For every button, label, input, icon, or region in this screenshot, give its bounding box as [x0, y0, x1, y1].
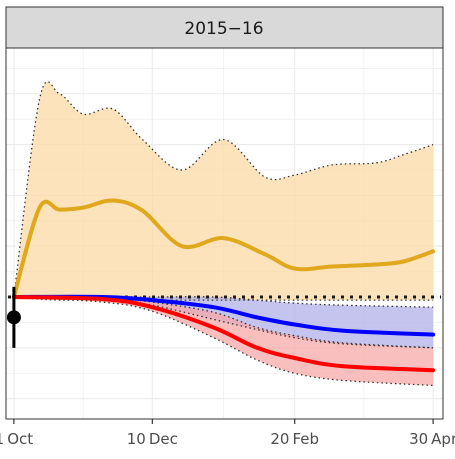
uncertainty-band-1: [13, 296, 434, 348]
facet-strip-box: [5, 6, 444, 49]
uncertainty-band-0: [13, 81, 434, 301]
x-tick-label: 1 Oct: [0, 430, 33, 448]
facet-strip-title: 2015−16: [184, 19, 263, 39]
band-lower-edge-2: [13, 296, 434, 387]
panel-border: [5, 47, 444, 420]
plot-area: [5, 47, 444, 420]
band-lower-edge-1: [13, 296, 434, 349]
band-upper-edge-2: [13, 295, 434, 349]
series-line-0: [11, 198, 436, 299]
band-edges: [13, 81, 434, 387]
band-upper-edge-1: [13, 296, 434, 308]
series-lines: [11, 198, 436, 373]
x-tick-label: 10 Dec: [127, 430, 178, 448]
facet-strip: 2015−16: [5, 6, 444, 49]
series-line-1: [11, 294, 436, 337]
series-line-2: [11, 295, 436, 373]
x-axis: 1 Oct 10 Dec 20 Feb 30 Apr: [0, 419, 455, 448]
x-tick-label: 30 Apr: [409, 430, 455, 448]
observed-point-group: [6, 286, 21, 348]
observed-point: [6, 310, 21, 325]
band-upper-edge-0: [13, 81, 434, 298]
x-tick-label: 20 Feb: [270, 430, 319, 448]
